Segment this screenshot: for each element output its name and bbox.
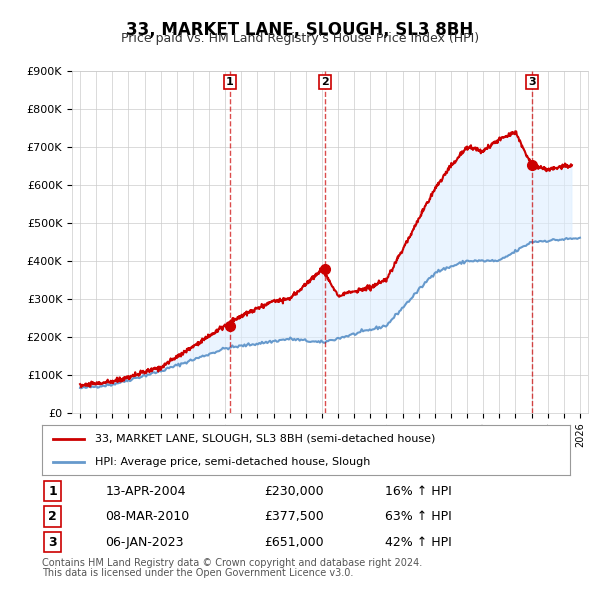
Text: 08-MAR-2010: 08-MAR-2010 — [106, 510, 190, 523]
Text: 1: 1 — [48, 484, 57, 498]
Text: 2: 2 — [321, 77, 329, 87]
Text: 33, MARKET LANE, SLOUGH, SL3 8BH (semi-detached house): 33, MARKET LANE, SLOUGH, SL3 8BH (semi-d… — [95, 434, 435, 444]
Text: 16% ↑ HPI: 16% ↑ HPI — [385, 484, 452, 498]
Text: Price paid vs. HM Land Registry's House Price Index (HPI): Price paid vs. HM Land Registry's House … — [121, 32, 479, 45]
Text: 33, MARKET LANE, SLOUGH, SL3 8BH: 33, MARKET LANE, SLOUGH, SL3 8BH — [127, 21, 473, 39]
Text: 42% ↑ HPI: 42% ↑ HPI — [385, 536, 452, 549]
Text: £230,000: £230,000 — [264, 484, 323, 498]
Text: £651,000: £651,000 — [264, 536, 323, 549]
Text: This data is licensed under the Open Government Licence v3.0.: This data is licensed under the Open Gov… — [42, 568, 353, 578]
Text: 3: 3 — [528, 77, 536, 87]
Text: HPI: Average price, semi-detached house, Slough: HPI: Average price, semi-detached house,… — [95, 457, 370, 467]
Text: 1: 1 — [226, 77, 233, 87]
Text: Contains HM Land Registry data © Crown copyright and database right 2024.: Contains HM Land Registry data © Crown c… — [42, 558, 422, 568]
Text: 63% ↑ HPI: 63% ↑ HPI — [385, 510, 452, 523]
Text: 06-JAN-2023: 06-JAN-2023 — [106, 536, 184, 549]
Text: 13-APR-2004: 13-APR-2004 — [106, 484, 186, 498]
Text: 3: 3 — [48, 536, 57, 549]
Text: 2: 2 — [48, 510, 57, 523]
Text: £377,500: £377,500 — [264, 510, 323, 523]
